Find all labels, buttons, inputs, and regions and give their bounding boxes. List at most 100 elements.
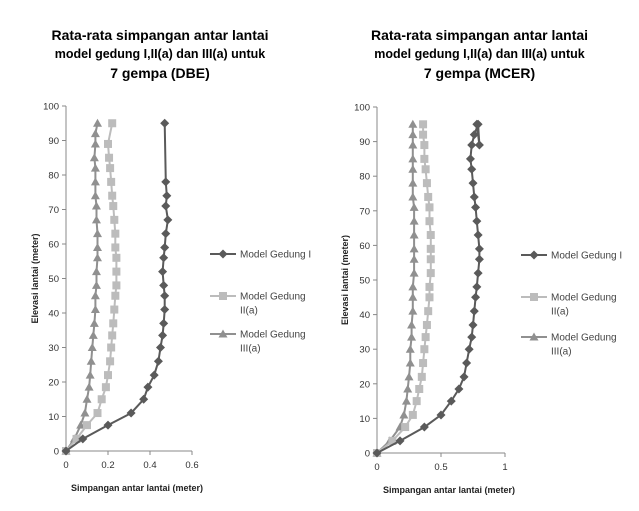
y-tick-label: 90 [48,136,59,147]
data-point [93,242,102,251]
y-tick-label: 50 [48,274,59,285]
data-point [158,330,168,340]
data-point [454,384,464,394]
series-line [65,123,118,452]
data-point [408,164,418,173]
data-point [462,358,472,368]
data-point [108,191,117,200]
data-point [163,215,173,225]
data-point [467,332,477,342]
data-point [409,202,419,211]
legend-marker [530,293,538,301]
data-point [101,383,110,392]
legend-marker [219,292,227,300]
data-point [408,154,418,163]
chart-title-line: Rata-rata simpangan antar lantai [370,27,589,43]
legend-marker [529,250,539,260]
data-point [112,253,121,262]
data-point [111,229,120,238]
legend-marker [218,329,228,338]
data-point [395,436,405,446]
data-point [61,446,71,456]
chart-title-line: 7 gempa (DBE) [110,65,210,81]
data-point [419,130,428,139]
data-point [91,280,101,289]
data-point [467,164,477,174]
data-point [467,140,477,150]
data-point [405,358,415,367]
y-tick-label: 60 [359,241,370,252]
data-point [139,394,149,404]
series-group [62,119,121,455]
data-point [84,382,94,391]
data-point [109,202,118,211]
x-tick-label: 0.5 [434,462,447,473]
chart-title-line: model gedung I,II(a) dan III(a) untuk [374,47,585,61]
data-point [149,370,159,380]
data-point [408,292,418,301]
chart-title: Rata-rata simpangan antar lantai model g… [0,26,320,83]
data-point [111,291,120,300]
data-point [426,255,435,264]
y-tick-label: 10 [48,412,59,423]
y-tick-label: 20 [48,378,59,389]
data-point [159,280,169,290]
data-point [408,140,418,149]
y-tick-label: 100 [354,103,370,114]
y-tick-label: 10 [359,414,370,425]
data-point [415,384,424,393]
data-point [403,384,413,393]
x-tick-label: 0.6 [185,460,198,471]
data-point [401,423,410,432]
legend-label: II(a) [551,307,569,318]
legend-label: II(a) [240,306,258,317]
y-tick-label: 60 [48,240,59,251]
data-point [78,434,88,444]
y-tick-label: 100 [43,102,59,113]
data-point [112,281,121,290]
data-point [420,141,429,150]
data-point [436,410,446,420]
y-tick-label: 80 [359,172,370,183]
data-point [408,306,418,315]
series-group [61,118,102,455]
data-point [110,215,119,224]
data-point [471,202,481,212]
data-point [105,153,114,162]
data-point [408,130,418,139]
data-point [421,165,430,174]
data-point [409,254,419,263]
data-point [97,395,106,404]
data-point [104,371,112,380]
data-point [473,230,483,240]
data-point [85,370,95,379]
data-point [420,345,429,354]
y-axis-title: Elevasi lantai (meter) [30,233,40,323]
data-point [159,253,169,263]
data-point [83,421,91,430]
data-point [409,230,419,239]
series-line [65,123,99,452]
data-point [425,217,434,226]
data-point [160,291,170,301]
data-point [472,216,482,226]
data-point [110,305,119,314]
data-point [87,343,97,351]
data-point [446,396,456,406]
data-point [89,153,99,162]
data-point [469,130,479,140]
legend-label: III(a) [551,347,572,358]
chart-title-line: 7 gempa (MCER) [423,65,536,81]
data-point [72,434,81,443]
y-tick-label: 30 [359,345,370,356]
data-point [468,178,478,188]
y-tick-label: 90 [359,137,370,148]
data-point [471,292,481,302]
legend-label: Model Gedung I [551,251,622,262]
data-point [473,268,483,278]
line-chart: 0 10 20 30 40 50 60 70 80 90 100 0 0.2 0.4 0.6 Simpanga… [30,102,311,494]
data-point [472,282,482,292]
data-point [426,269,435,278]
data-point [93,409,102,418]
data-point [89,318,99,327]
